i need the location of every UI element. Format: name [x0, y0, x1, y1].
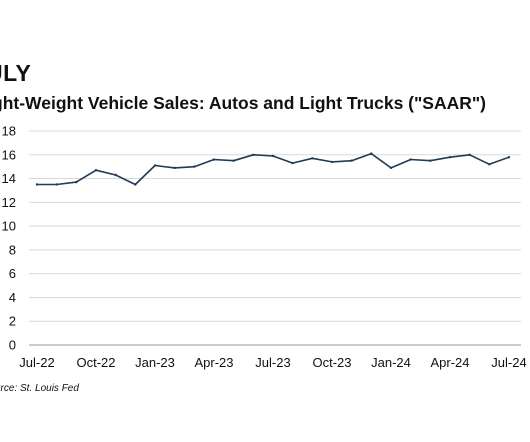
y-tick-label: 8	[9, 242, 16, 257]
data-point	[507, 155, 511, 159]
series-line	[36, 152, 510, 186]
data-point	[212, 158, 216, 161]
data-point	[468, 153, 471, 156]
data-point	[114, 173, 117, 177]
y-tick-label: 10	[2, 219, 16, 234]
data-point	[252, 153, 255, 156]
x-tick-label: Jul-24	[491, 355, 526, 370]
chart-title: ght-Weight Vehicle Sales: Autos and Ligh…	[0, 93, 487, 113]
source-note: urce: St. Louis Fed	[0, 383, 79, 394]
y-tick-label: 2	[9, 314, 16, 329]
data-point	[173, 166, 176, 170]
data-point	[488, 163, 491, 166]
data-point	[370, 152, 373, 155]
y-tick-label: 16	[2, 147, 16, 162]
data-point	[94, 169, 98, 172]
x-tick-label: Oct-23	[312, 355, 351, 370]
x-tick-label: Apr-24	[430, 355, 469, 370]
data-point	[35, 183, 39, 186]
y-axis: 0 2 4 6 8 10 12 14 16 18	[2, 124, 16, 353]
data-point	[134, 183, 137, 186]
data-point	[389, 166, 393, 170]
data-point	[291, 161, 294, 165]
x-tick-label: Jul-22	[19, 355, 54, 370]
series-layer	[35, 152, 511, 186]
data-point	[350, 159, 353, 162]
x-tick-label: Jan-23	[135, 355, 175, 370]
x-axis: Jul-22 Oct-22 Jan-23 Apr-23 Jul-23 Oct-23 Jan-…	[19, 355, 526, 370]
y-tick-label: 12	[2, 195, 16, 210]
data-point	[55, 183, 58, 186]
x-tick-label: Oct-22	[76, 355, 115, 370]
data-point	[311, 157, 314, 160]
data-point	[153, 164, 157, 167]
y-tick-label: 18	[2, 124, 16, 139]
x-tick-label: Apr-23	[194, 355, 233, 370]
x-tick-label: Jul-23	[255, 355, 290, 370]
y-tick-label: 6	[9, 266, 16, 281]
y-tick-label: 4	[9, 290, 16, 305]
chart-heading: ULY	[0, 60, 32, 86]
data-point	[75, 180, 78, 184]
data-point	[330, 160, 334, 164]
gridlines	[29, 130, 521, 346]
y-tick-label: 0	[9, 338, 16, 353]
data-point	[448, 155, 452, 159]
data-point	[193, 165, 196, 168]
data-point	[429, 159, 432, 162]
y-tick-label: 14	[2, 171, 16, 186]
data-point	[409, 158, 412, 161]
x-tick-label: Jan-24	[371, 355, 411, 370]
data-point	[232, 159, 235, 162]
data-point	[271, 154, 275, 158]
